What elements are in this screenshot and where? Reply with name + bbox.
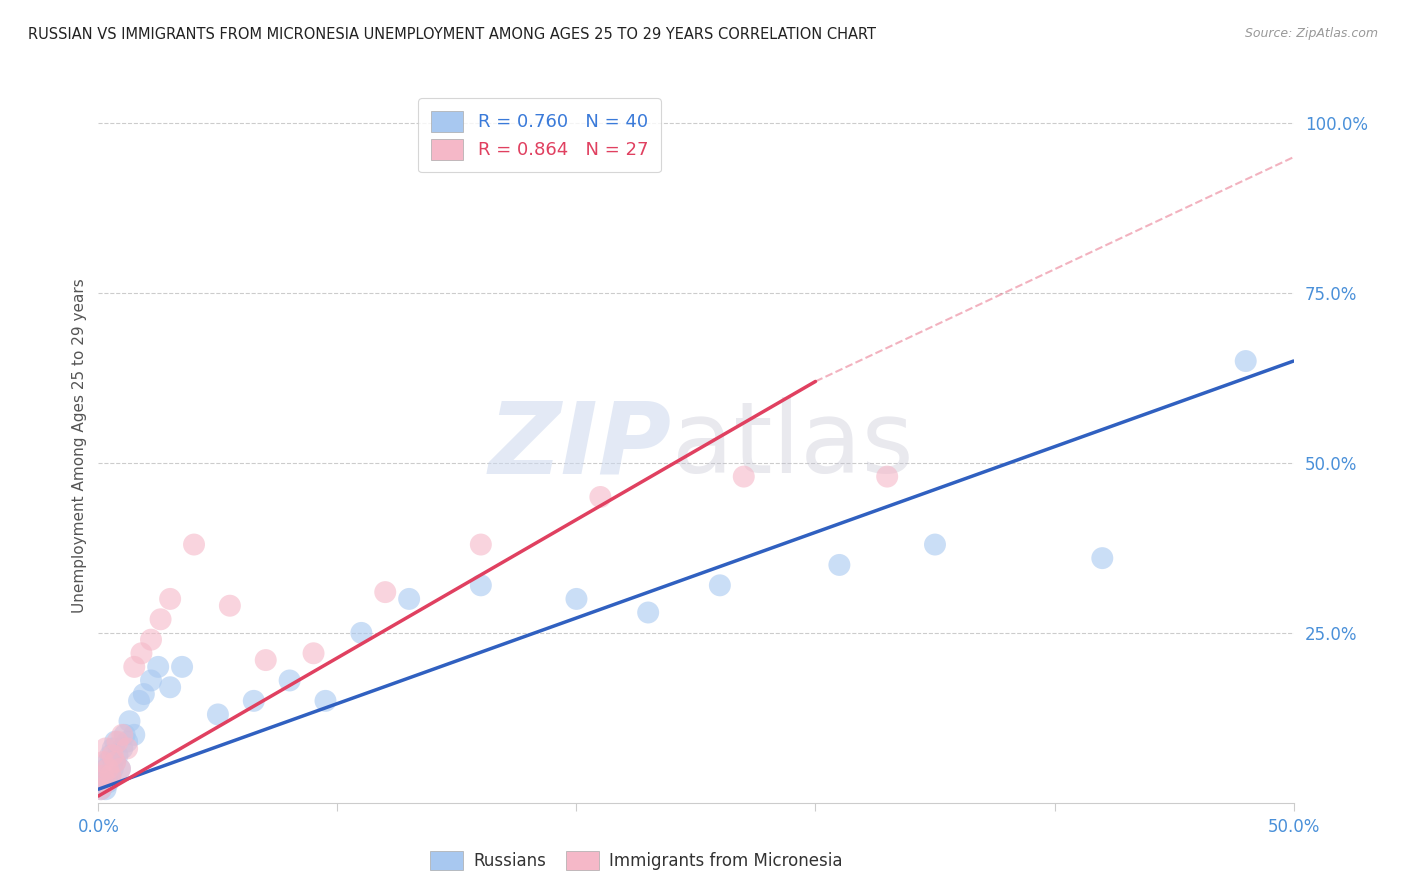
Point — [97, 755, 120, 769]
Point — [97, 762, 120, 776]
Point — [924, 537, 946, 551]
Point — [101, 748, 124, 763]
Point — [219, 599, 242, 613]
Point — [104, 755, 127, 769]
Point — [90, 782, 112, 797]
Text: Source: ZipAtlas.com: Source: ZipAtlas.com — [1244, 27, 1378, 40]
Point — [139, 673, 162, 688]
Point — [104, 755, 127, 769]
Point — [350, 626, 373, 640]
Point — [398, 591, 420, 606]
Point — [101, 762, 124, 776]
Point — [159, 680, 181, 694]
Point — [139, 632, 162, 647]
Point — [97, 775, 120, 789]
Point — [159, 591, 181, 606]
Point — [709, 578, 731, 592]
Point — [828, 558, 851, 572]
Point — [172, 660, 194, 674]
Point — [243, 694, 266, 708]
Point — [91, 769, 114, 783]
Point — [254, 653, 277, 667]
Point — [98, 769, 122, 783]
Point — [124, 660, 146, 674]
Point — [107, 748, 129, 763]
Legend: Russians, Immigrants from Micronesia: Russians, Immigrants from Micronesia — [423, 844, 849, 877]
Point — [565, 591, 588, 606]
Point — [278, 673, 301, 688]
Point — [131, 646, 153, 660]
Point — [1234, 354, 1257, 368]
Point — [124, 728, 146, 742]
Point — [470, 537, 492, 551]
Point — [90, 782, 112, 797]
Point — [111, 741, 134, 756]
Point — [149, 612, 172, 626]
Point — [111, 728, 134, 742]
Point — [94, 775, 117, 789]
Point — [637, 606, 659, 620]
Point — [91, 755, 114, 769]
Point — [876, 469, 898, 483]
Point — [107, 734, 129, 748]
Point — [94, 782, 117, 797]
Point — [733, 469, 755, 483]
Point — [104, 734, 127, 748]
Point — [94, 741, 117, 756]
Y-axis label: Unemployment Among Ages 25 to 29 years: Unemployment Among Ages 25 to 29 years — [72, 278, 87, 614]
Point — [91, 769, 114, 783]
Point — [148, 660, 170, 674]
Point — [91, 775, 114, 789]
Point — [98, 748, 122, 763]
Point — [98, 769, 122, 783]
Text: RUSSIAN VS IMMIGRANTS FROM MICRONESIA UNEMPLOYMENT AMONG AGES 25 TO 29 YEARS COR: RUSSIAN VS IMMIGRANTS FROM MICRONESIA UN… — [28, 27, 876, 42]
Point — [115, 741, 138, 756]
Text: ZIP: ZIP — [489, 398, 672, 494]
Point — [315, 694, 337, 708]
Point — [470, 578, 492, 592]
Point — [108, 762, 131, 776]
Point — [114, 728, 136, 742]
Point — [118, 714, 141, 729]
Point — [101, 741, 124, 756]
Point — [183, 537, 205, 551]
Point — [589, 490, 612, 504]
Point — [207, 707, 229, 722]
Point — [302, 646, 325, 660]
Point — [115, 734, 138, 748]
Point — [108, 762, 131, 776]
Point — [132, 687, 155, 701]
Text: atlas: atlas — [672, 398, 914, 494]
Point — [94, 762, 117, 776]
Point — [128, 694, 150, 708]
Point — [374, 585, 396, 599]
Point — [1091, 551, 1114, 566]
